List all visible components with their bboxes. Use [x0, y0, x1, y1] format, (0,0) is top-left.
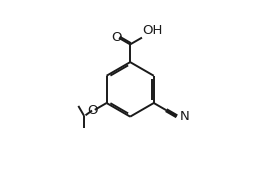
Text: N: N — [179, 110, 189, 123]
Text: OH: OH — [143, 24, 163, 36]
Text: O: O — [111, 31, 122, 44]
Text: O: O — [87, 104, 97, 117]
